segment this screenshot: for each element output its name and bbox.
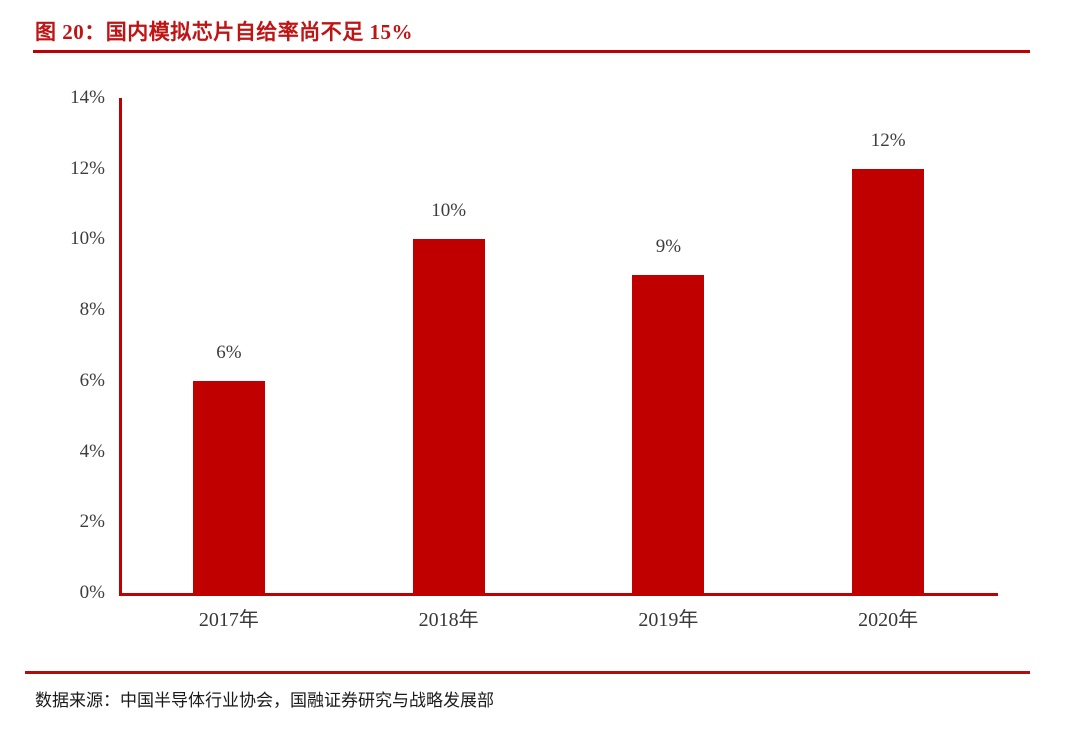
bar-chart: 0% 2% 4% 6% 8% 10% 12% 14% 6% 2017年 10% 2018年 9% 2019… xyxy=(70,87,998,631)
y-axis-tick-label: 10% xyxy=(70,228,105,250)
footer-separator-rule xyxy=(25,671,1030,674)
y-axis-tick-label: 12% xyxy=(70,157,105,179)
bar xyxy=(852,168,925,593)
x-axis-line xyxy=(119,593,998,596)
y-axis-tick-label: 2% xyxy=(79,511,105,533)
x-axis-category-label: 2019年 xyxy=(638,609,699,631)
x-axis-category-label: 2020年 xyxy=(858,609,919,631)
y-axis-tick-label: 8% xyxy=(79,299,105,321)
y-axis-line xyxy=(119,98,122,596)
bar-value-label: 10% xyxy=(431,200,467,222)
x-axis-category-label: 2017年 xyxy=(198,609,259,631)
title-underline-rule xyxy=(33,50,1030,53)
bar-value-label: 6% xyxy=(216,341,242,363)
data-source-note: 数据来源：中国半导体行业协会，国融证券研究与战略发展部 xyxy=(35,691,494,710)
x-axis-category-label: 2018年 xyxy=(418,609,479,631)
bar-value-label: 12% xyxy=(870,129,906,151)
y-axis-tick-label: 14% xyxy=(70,87,105,108)
bar xyxy=(412,239,485,593)
bar xyxy=(632,274,705,593)
figure-title: 图 20：国内模拟芯片自给率尚不足 15% xyxy=(35,20,413,44)
y-axis-tick-label: 4% xyxy=(79,440,105,462)
y-axis-tick-label: 0% xyxy=(79,582,105,603)
bar-value-label: 9% xyxy=(655,235,682,257)
bar xyxy=(192,380,265,593)
y-axis-tick-label: 6% xyxy=(79,369,105,391)
